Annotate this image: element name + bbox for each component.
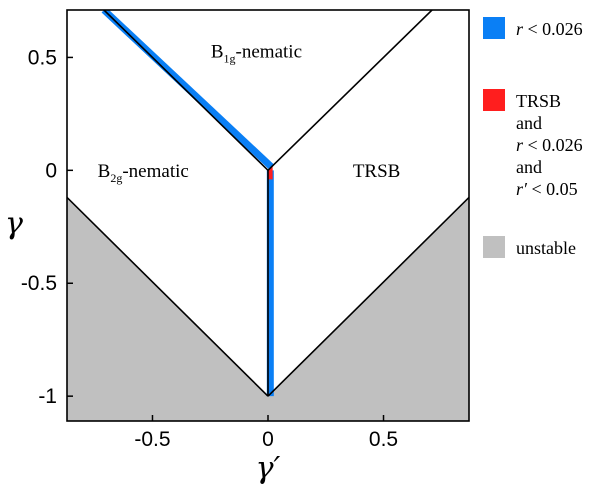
legend-text-part: r	[516, 19, 524, 39]
region-label-main: TRSB	[353, 161, 401, 182]
y-tick-label-3: -1	[38, 385, 57, 408]
y-tick-label-1: 0	[45, 159, 57, 182]
region-label-main: B	[98, 161, 111, 182]
region-label-1: B2g-nematic	[98, 161, 189, 185]
legend-text-part: unstable	[516, 238, 576, 258]
region-label-tail: -nematic	[122, 161, 188, 182]
legend-text-1-2: r < 0.026	[516, 135, 583, 155]
y-tick-label-0: 0.5	[28, 46, 57, 69]
x-axis-label: γ′	[256, 451, 281, 486]
legend-text-part: and	[516, 157, 542, 177]
legend-text-1-1: and	[516, 113, 542, 133]
legend-swatch-2	[483, 236, 505, 258]
legend-text-1-3: and	[516, 157, 542, 177]
blue-band-0	[101, 10, 274, 170]
x-tick-label-1: 0	[262, 428, 274, 451]
region-label-subscript: 2g	[110, 171, 122, 185]
legend-text-1-4: r′ < 0.05	[516, 179, 578, 199]
legend-text-part: r′	[516, 179, 528, 199]
y-axis-label: γ	[5, 207, 23, 242]
region-label-main: B	[211, 41, 224, 62]
legend-text-0-0: r < 0.026	[516, 19, 583, 39]
legend-swatch-0	[483, 17, 505, 39]
region-label-tail: -nematic	[236, 41, 302, 62]
y-tick-label-2: -0.5	[21, 272, 57, 295]
legend-text-part: < 0.026	[523, 19, 583, 39]
unstable-region	[67, 197, 469, 421]
legend-text-part: < 0.05	[527, 179, 578, 199]
x-tick-label-2: 0.5	[369, 428, 398, 451]
legend-text-part: TRSB	[516, 91, 561, 111]
region-label-2: TRSB	[353, 161, 401, 182]
phase-boundary-0	[103, 10, 269, 171]
legend-text-part: < 0.026	[523, 135, 583, 155]
legend-text-part: r	[516, 135, 524, 155]
legend-text-2-0: unstable	[516, 238, 576, 258]
x-tick-label-0: -0.5	[134, 428, 170, 451]
phase-boundary-3	[67, 196, 269, 397]
phase-boundary-1	[267, 10, 433, 171]
plot-area	[67, 10, 469, 421]
legend-text-part: and	[516, 113, 542, 133]
legend-swatch-1	[483, 89, 505, 111]
legend-text-1-0: TRSB	[516, 91, 561, 111]
region-label-0: B1g-nematic	[211, 41, 302, 65]
phase-boundary-4	[267, 196, 469, 397]
region-label-subscript: 1g	[224, 51, 236, 65]
